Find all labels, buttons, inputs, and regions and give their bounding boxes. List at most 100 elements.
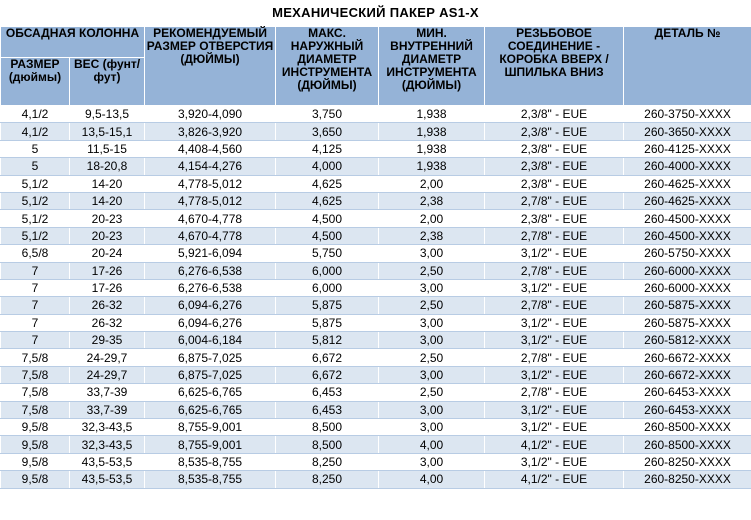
cell-bore: 6,875-7,025 [144, 366, 277, 385]
cell-part: 260-6453-XXXX [623, 383, 751, 402]
cell-thread: 2,3/8" - EUE [484, 140, 625, 159]
cell-od: 4,500 [275, 227, 380, 246]
table-body: 4,1/2 9,5-13,5 3,920-4,090 3,750 1,938 2,3/8"… [0, 105, 751, 489]
cell-size: 7,5/8 [0, 366, 70, 385]
cell-weight: 20-24 [68, 244, 146, 263]
cell-part: 260-5875-XXXX [623, 296, 751, 315]
cell-thread: 2,3/8" - EUE [484, 122, 625, 141]
cell-size: 4,1/2 [0, 105, 70, 124]
cell-weight: 20-23 [68, 227, 146, 246]
cell-od: 6,453 [275, 401, 380, 420]
cell-weight: 14-20 [68, 192, 146, 211]
cell-id: 1,938 [378, 105, 486, 124]
cell-id: 2,50 [378, 348, 486, 367]
cell-size: 5,1/2 [0, 175, 70, 193]
cell-id: 4,00 [378, 435, 486, 454]
cell-id: 3,00 [378, 279, 486, 298]
cell-id: 3,00 [378, 244, 486, 263]
cell-weight: 24-29,7 [68, 366, 146, 385]
cell-thread: 2,3/8" - EUE [484, 157, 625, 176]
cell-weight: 13,5-15,1 [68, 122, 146, 141]
cell-bore: 4,670-4,778 [144, 227, 277, 246]
cell-part: 260-8250-XXXX [623, 470, 751, 489]
cell-weight: 33,7-39 [68, 383, 146, 402]
cell-size: 7,5/8 [0, 401, 70, 420]
cell-od: 5,812 [275, 331, 380, 350]
cell-bore: 6,004-6,184 [144, 331, 277, 350]
cell-od: 6,672 [275, 366, 380, 385]
cell-od: 4,625 [275, 175, 380, 193]
table-row: 5,1/2 14-20 4,778-5,012 4,625 2,00 2,3/8" - E… [0, 175, 751, 193]
cell-bore: 8,755-9,001 [144, 418, 277, 437]
table-row: 7,5/8 33,7-39 6,625-6,765 6,453 2,50 2,7/8" -… [0, 383, 751, 402]
cell-od: 6,453 [275, 383, 380, 402]
cell-bore: 8,535-8,755 [144, 470, 277, 489]
cell-weight: 17-26 [68, 279, 146, 298]
cell-size: 7 [0, 279, 70, 298]
header-id: МИН. ВНУТРЕННИЙ ДИАМЕТР ИНСТРУМЕНТА (дюй… [378, 26, 486, 106]
cell-od: 8,500 [275, 418, 380, 437]
cell-id: 2,50 [378, 383, 486, 402]
table-row: 7 26-32 6,094-6,276 5,875 2,50 2,7/8" - EUE 26… [0, 296, 751, 315]
cell-weight: 20-23 [68, 209, 146, 228]
cell-size: 4,1/2 [0, 122, 70, 141]
cell-bore: 6,094-6,276 [144, 314, 277, 333]
cell-size: 7 [0, 314, 70, 333]
cell-thread: 4,1/2" - EUE [484, 470, 625, 489]
cell-size: 7,5/8 [0, 348, 70, 367]
cell-weight: 32,3-43,5 [68, 418, 146, 437]
cell-part: 260-6672-XXXX [623, 366, 751, 385]
cell-part: 260-6672-XXXX [623, 348, 751, 367]
cell-weight: 32,3-43,5 [68, 435, 146, 454]
cell-bore: 6,875-7,025 [144, 348, 277, 367]
cell-thread: 2,7/8" - EUE [484, 348, 625, 367]
cell-size: 9,5/8 [0, 470, 70, 489]
cell-weight: 26-32 [68, 314, 146, 333]
cell-id: 2,50 [378, 262, 486, 280]
header-weight: ВЕС (фунт/фут) [68, 57, 146, 106]
cell-bore: 8,755-9,001 [144, 435, 277, 454]
cell-id: 3,00 [378, 453, 486, 472]
table-row: 6,5/8 20-24 5,921-6,094 5,750 3,00 3,1/2" - E… [0, 244, 751, 263]
cell-thread: 3,1/2" - EUE [484, 453, 625, 472]
cell-od: 6,000 [275, 262, 380, 280]
cell-bore: 6,276-6,538 [144, 279, 277, 298]
cell-part: 260-6000-XXXX [623, 279, 751, 298]
table-row: 7 17-26 6,276-6,538 6,000 2,50 2,7/8" - EUE 26… [0, 262, 751, 280]
cell-weight: 24-29,7 [68, 348, 146, 367]
cell-part: 260-8500-XXXX [623, 418, 751, 437]
cell-weight: 17-26 [68, 262, 146, 280]
cell-od: 3,650 [275, 122, 380, 141]
cell-id: 3,00 [378, 331, 486, 350]
cell-thread: 3,1/2" - EUE [484, 401, 625, 420]
cell-thread: 3,1/2" - EUE [484, 244, 625, 263]
cell-id: 2,50 [378, 296, 486, 315]
cell-part: 260-5750-XXXX [623, 244, 751, 263]
cell-size: 5 [0, 140, 70, 159]
cell-part: 260-6000-XXXX [623, 262, 751, 280]
cell-od: 5,875 [275, 296, 380, 315]
cell-weight: 11,5-15 [68, 140, 146, 159]
cell-weight: 9,5-13,5 [68, 105, 146, 124]
cell-thread: 2,7/8" - EUE [484, 296, 625, 315]
table-row: 5,1/2 14-20 4,778-5,012 4,625 2,38 2,7/8" - E… [0, 192, 751, 211]
cell-thread: 3,1/2" - EUE [484, 366, 625, 385]
cell-part: 260-3650-XXXX [623, 122, 751, 141]
header-od: МАКС. НАРУЖНЫЙ ДИАМЕТР ИНСТРУМЕНТА (дюйм… [275, 26, 380, 106]
cell-part: 260-8500-XXXX [623, 435, 751, 454]
table-row: 5,1/2 20-23 4,670-4,778 4,500 2,00 2,3/8" - E… [0, 209, 751, 228]
cell-bore: 8,535-8,755 [144, 453, 277, 472]
cell-id: 3,00 [378, 401, 486, 420]
cell-thread: 4,1/2" - EUE [484, 435, 625, 454]
cell-weight: 43,5-53,5 [68, 453, 146, 472]
cell-bore: 4,670-4,778 [144, 209, 277, 228]
cell-bore: 6,276-6,538 [144, 262, 277, 280]
cell-part: 260-8250-XXXX [623, 453, 751, 472]
cell-bore: 4,408-4,560 [144, 140, 277, 159]
cell-thread: 2,7/8" - EUE [484, 192, 625, 211]
cell-size: 9,5/8 [0, 435, 70, 454]
cell-weight: 33,7-39 [68, 401, 146, 420]
cell-od: 6,000 [275, 279, 380, 298]
cell-weight: 43,5-53,5 [68, 470, 146, 489]
